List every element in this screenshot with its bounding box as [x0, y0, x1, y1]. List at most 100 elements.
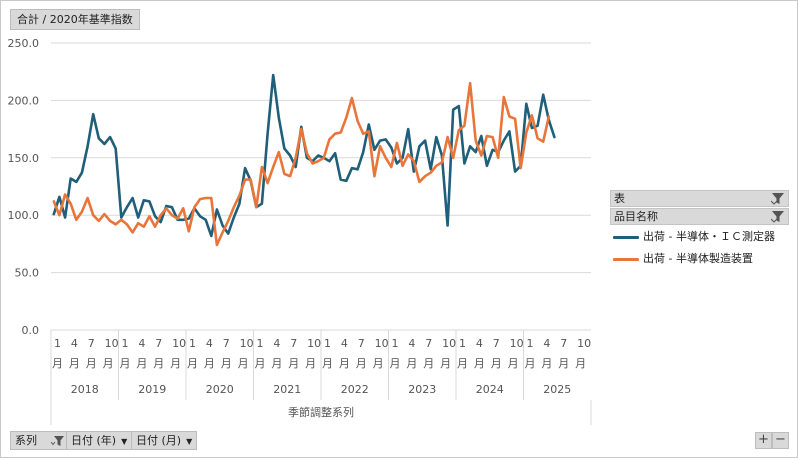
series-line-2 — [52, 81, 551, 247]
y-axis-tick-labels: 250.0 200.0 150.0 100.0 50.0 0.0 — [8, 37, 40, 337]
y-tick-label: 0.0 — [22, 324, 40, 337]
x-month-tick-label: 1 — [54, 337, 61, 350]
x-month-suffix-label: 月 — [305, 357, 316, 370]
x-month-suffix-label: 月 — [170, 357, 181, 370]
x-month-tick-label: 1 — [324, 337, 331, 350]
expand-button[interactable]: + — [755, 432, 772, 449]
x-month-suffix-label: 月 — [103, 357, 114, 370]
x-month-tick-label: 7 — [425, 337, 432, 350]
y-tick-label: 250.0 — [8, 37, 40, 50]
x-month-suffix-label: 月 — [153, 357, 164, 370]
x-month-tick-label: 4 — [273, 337, 280, 350]
x-year-label: 2022 — [341, 383, 369, 396]
x-month-suffix-label: 月 — [373, 357, 384, 370]
x-month-suffix-label: 月 — [187, 357, 198, 370]
x-year-label: 2019 — [138, 383, 166, 396]
x-month-tick-label: 7 — [560, 337, 567, 350]
x-month-suffix-label: 月 — [69, 357, 80, 370]
x-month-tick-label: 4 — [138, 337, 145, 350]
x-month-suffix-label: 月 — [406, 357, 417, 370]
x-month-suffix-label: 月 — [136, 357, 147, 370]
x-month-suffix-label: 月 — [255, 357, 266, 370]
filter-icon[interactable] — [50, 435, 65, 447]
x-month-tick-label: 1 — [189, 337, 196, 350]
x-month-suffix-label: 月 — [86, 357, 97, 370]
chevron-down-icon: ▼ — [186, 437, 193, 446]
x-month-suffix-label: 月 — [288, 357, 299, 370]
x-month-suffix-label: 月 — [221, 357, 232, 370]
x-month-suffix-label: 月 — [271, 357, 282, 370]
x-year-label: 2018 — [71, 383, 99, 396]
x-month-suffix-label: 月 — [52, 357, 63, 370]
legend-item[interactable]: 出荷 - 半導体製造装置 — [613, 250, 753, 268]
x-month-suffix-label: 月 — [491, 357, 502, 370]
x-month-tick-label: 10 — [240, 337, 254, 350]
x-month-suffix-label: 月 — [457, 357, 468, 370]
x-year-label: 2020 — [206, 383, 234, 396]
month-field-button[interactable]: 日付 (月) ▼ — [131, 431, 198, 450]
x-month-tick-label: 10 — [172, 337, 186, 350]
x-month-tick-label: 4 — [341, 337, 348, 350]
x-month-suffix-label: 月 — [339, 357, 350, 370]
y-tick-label: 150.0 — [8, 152, 40, 165]
x-month-suffix-label: 月 — [558, 357, 569, 370]
x-month-tick-label: 7 — [493, 337, 500, 350]
legend-header-table-label: 表 — [614, 192, 625, 205]
x-month-tick-label: 4 — [71, 337, 78, 350]
x-month-tick-label: 7 — [358, 337, 365, 350]
y-tick-label: 100.0 — [8, 209, 40, 222]
x-year-label: 2024 — [476, 383, 504, 396]
x-month-tick-label: 10 — [510, 337, 524, 350]
x-month-suffix-label: 月 — [238, 357, 249, 370]
legend-item-label: 出荷 - 半導体・ＩＣ測定器 — [643, 230, 775, 243]
x-month-tick-label: 10 — [105, 337, 119, 350]
legend-item[interactable]: 出荷 - 半導体・ＩＣ測定器 — [613, 228, 775, 246]
x-month-suffix-label: 月 — [541, 357, 552, 370]
legend-swatch — [613, 235, 639, 239]
year-field-label: 日付 (年) — [71, 434, 117, 447]
x-month-tick-label: 4 — [408, 337, 415, 350]
x-year-label: 2021 — [273, 383, 301, 396]
x-month-tick-label: 7 — [290, 337, 297, 350]
legend-item-label: 出荷 - 半導体製造装置 — [643, 252, 753, 265]
filter-icon[interactable] — [771, 192, 785, 205]
value-field-button[interactable]: 合計 / 2020年基準指数 — [10, 9, 140, 30]
month-field-label: 日付 (月) — [136, 434, 182, 447]
y-tick-label: 50.0 — [15, 267, 40, 280]
x-month-suffix-label: 月 — [525, 357, 536, 370]
legend-header-item-name-label: 品目名称 — [614, 210, 658, 223]
x-month-tick-label: 10 — [442, 337, 456, 350]
x-month-tick-label: 1 — [392, 337, 399, 350]
collapse-button[interactable]: − — [772, 432, 789, 449]
x-month-suffix-label: 月 — [440, 357, 451, 370]
legend-swatch — [613, 257, 639, 261]
x-month-tick-label: 7 — [223, 337, 230, 350]
x-month-suffix-label: 月 — [575, 357, 586, 370]
x-axis: 1月4月7月10月20181月4月7月10月20191月4月7月10月20201… — [50, 330, 592, 425]
x-month-suffix-label: 月 — [423, 357, 434, 370]
x-month-suffix-label: 月 — [204, 357, 215, 370]
legend-header-item-name[interactable]: 品目名称 — [610, 208, 789, 225]
x-month-tick-label: 10 — [307, 337, 321, 350]
x-month-suffix-label: 月 — [120, 357, 131, 370]
x-month-tick-label: 10 — [375, 337, 389, 350]
x-month-suffix-label: 月 — [390, 357, 401, 370]
x-month-tick-label: 7 — [88, 337, 95, 350]
x-month-tick-label: 4 — [206, 337, 213, 350]
filter-icon[interactable] — [771, 210, 785, 223]
legend-header-table[interactable]: 表 — [610, 190, 789, 207]
series-field-button[interactable]: 系列 — [10, 431, 70, 450]
chevron-down-icon: ▼ — [121, 437, 128, 446]
x-month-tick-label: 1 — [527, 337, 534, 350]
series-line-1 — [52, 73, 556, 238]
x-month-tick-label: 10 — [577, 337, 591, 350]
x-month-suffix-label: 月 — [508, 357, 519, 370]
x-month-tick-label: 4 — [543, 337, 550, 350]
year-field-button[interactable]: 日付 (年) ▼ — [66, 431, 133, 450]
x-month-suffix-label: 月 — [474, 357, 485, 370]
y-tick-label: 200.0 — [8, 94, 40, 107]
gridlines — [51, 42, 591, 331]
x-year-label: 2023 — [408, 383, 436, 396]
